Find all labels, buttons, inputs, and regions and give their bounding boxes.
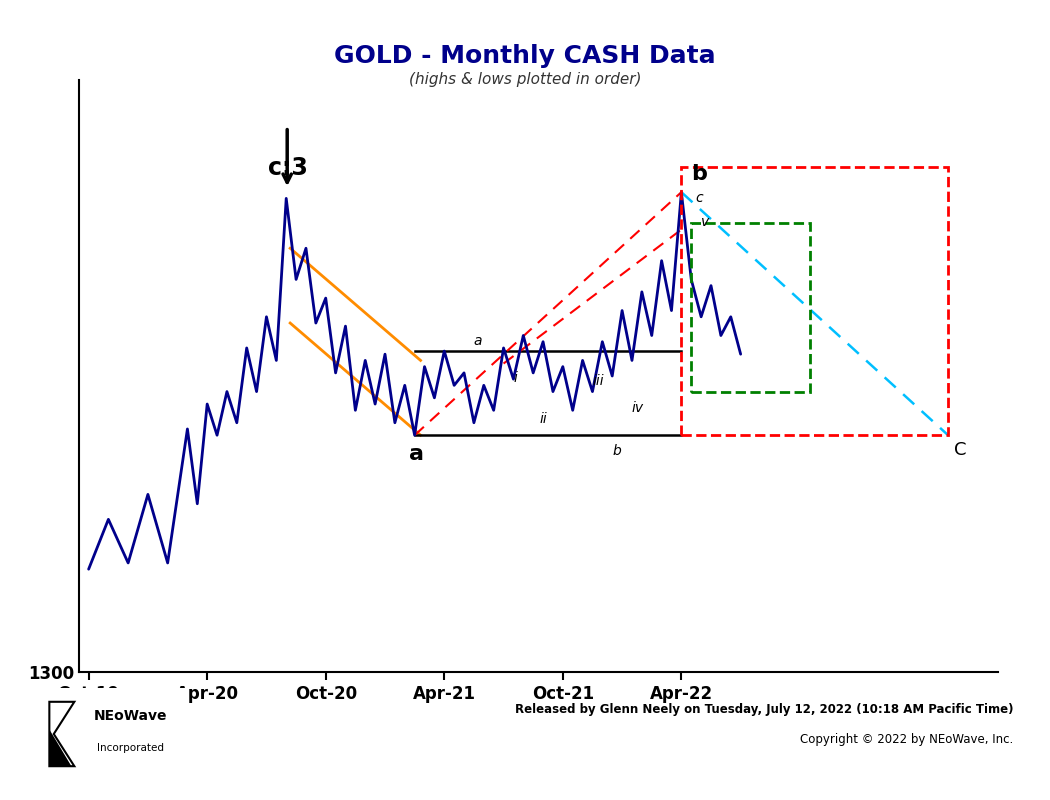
- Text: GOLD - Monthly CASH Data: GOLD - Monthly CASH Data: [334, 44, 716, 68]
- Text: Released by Glenn Neely on Tuesday, July 12, 2022 (10:18 AM Pacific Time): Released by Glenn Neely on Tuesday, July…: [514, 703, 1013, 716]
- Text: a: a: [474, 334, 482, 348]
- Text: C: C: [954, 441, 967, 459]
- Text: NEoWave: NEoWave: [93, 709, 167, 722]
- Text: Copyright © 2022 by NEoWave, Inc.: Copyright © 2022 by NEoWave, Inc.: [800, 733, 1013, 746]
- Text: v: v: [701, 215, 710, 230]
- Text: iv: iv: [632, 401, 644, 414]
- Text: ii: ii: [539, 412, 547, 426]
- Text: b: b: [691, 164, 707, 184]
- Text: c: c: [695, 190, 702, 205]
- Text: Incorporated: Incorporated: [97, 742, 164, 753]
- Polygon shape: [49, 730, 71, 766]
- Text: b: b: [612, 444, 621, 458]
- Text: c:3: c:3: [269, 156, 309, 180]
- Text: (highs & lows plotted in order): (highs & lows plotted in order): [408, 72, 642, 87]
- Polygon shape: [49, 702, 75, 766]
- Text: i: i: [513, 371, 518, 386]
- Text: iii: iii: [592, 374, 604, 388]
- Bar: [681, 167, 948, 435]
- Text: a: a: [408, 444, 424, 464]
- Bar: [691, 223, 810, 391]
